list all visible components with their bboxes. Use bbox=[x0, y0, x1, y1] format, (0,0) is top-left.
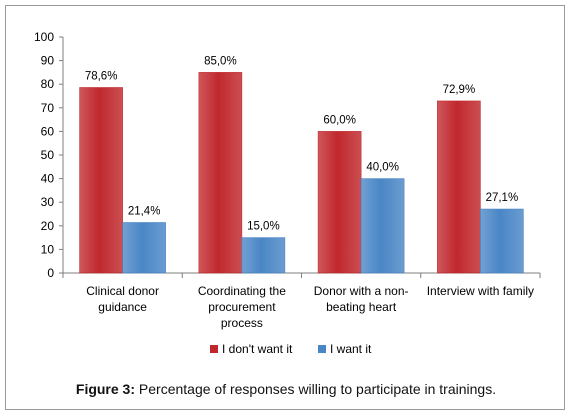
x-category-label: Interview with family bbox=[427, 284, 534, 298]
data-label: 21,4% bbox=[128, 205, 161, 217]
bar bbox=[317, 131, 362, 274]
bar bbox=[241, 237, 286, 274]
y-tick-label: 70 bbox=[41, 101, 55, 115]
figure-caption: Figure 3: Percentage of responses willin… bbox=[0, 381, 572, 397]
bar bbox=[360, 178, 405, 274]
x-category-label: guidance bbox=[98, 300, 147, 314]
data-label: 78,6% bbox=[85, 71, 118, 83]
y-tick-label: 0 bbox=[47, 266, 54, 280]
x-category-label: Coordinating the bbox=[198, 284, 286, 298]
y-tick-label: 50 bbox=[41, 148, 55, 162]
y-tick-label: 80 bbox=[41, 77, 55, 91]
data-label: 40,0% bbox=[366, 162, 399, 174]
y-tick-label: 90 bbox=[41, 54, 55, 68]
data-label: 60,0% bbox=[323, 114, 356, 126]
legend-swatch bbox=[318, 345, 326, 353]
y-tick-label: 20 bbox=[41, 219, 55, 233]
x-category-label: Clinical donor bbox=[86, 284, 159, 298]
data-label: 27,1% bbox=[486, 192, 519, 204]
bar bbox=[198, 72, 243, 274]
data-label: 72,9% bbox=[443, 84, 476, 96]
bar bbox=[79, 87, 123, 274]
data-label: 85,0% bbox=[204, 55, 237, 67]
bar bbox=[480, 208, 524, 274]
legend-swatch bbox=[210, 345, 218, 353]
bar bbox=[122, 222, 166, 274]
bar bbox=[437, 100, 481, 274]
x-category-label: Donor with a non- bbox=[314, 284, 409, 298]
caption-label: Figure 3: bbox=[75, 381, 136, 397]
x-category-label: procurement bbox=[208, 300, 276, 314]
caption-text: Percentage of responses willing to parti… bbox=[135, 381, 497, 397]
y-tick-label: 60 bbox=[41, 124, 55, 138]
y-tick-label: 40 bbox=[41, 172, 55, 186]
y-tick-label: 100 bbox=[34, 30, 54, 44]
legend-label: I don't want it bbox=[222, 342, 293, 356]
y-tick-label: 10 bbox=[41, 242, 55, 256]
legend-label: I want it bbox=[330, 342, 372, 356]
x-category-label: beating heart bbox=[326, 300, 397, 314]
data-label: 15,0% bbox=[247, 221, 280, 233]
x-category-label: process bbox=[221, 316, 263, 330]
y-tick-label: 30 bbox=[41, 195, 55, 209]
